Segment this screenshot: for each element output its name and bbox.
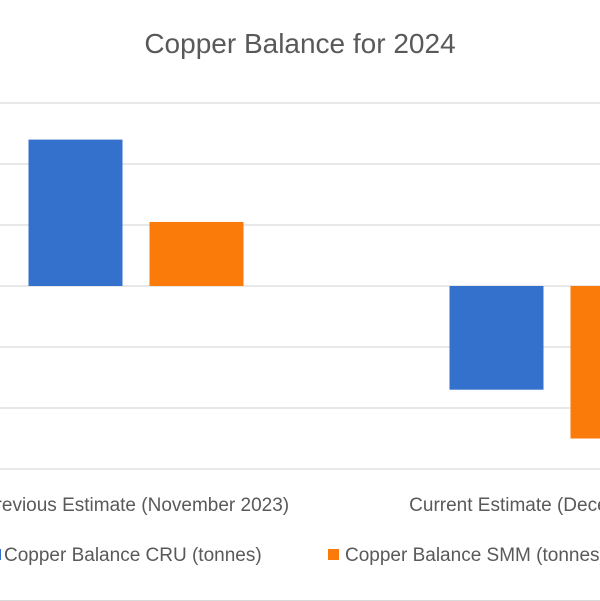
legend-label: Copper Balance CRU (tonnes) (4, 545, 262, 566)
legend: Copper Balance CRU (tonnes) Copper Balanc… (0, 545, 600, 566)
x-axis-label: Previous Estimate (November 2023) (0, 495, 289, 516)
legend-swatch (0, 549, 1, 560)
bar-cru-0 (29, 140, 123, 286)
legend-swatch (328, 549, 339, 560)
bar-smm-1 (571, 286, 600, 439)
x-axis-labels: Previous Estimate (November 2023) Current… (0, 495, 600, 516)
bars (29, 140, 600, 439)
x-axis-label: Current Estimate (December 2023) (409, 495, 600, 516)
bar-cru-1 (450, 286, 544, 390)
legend-label: Copper Balance SMM (tonnes) (345, 545, 600, 566)
bar-smm-0 (150, 222, 244, 286)
